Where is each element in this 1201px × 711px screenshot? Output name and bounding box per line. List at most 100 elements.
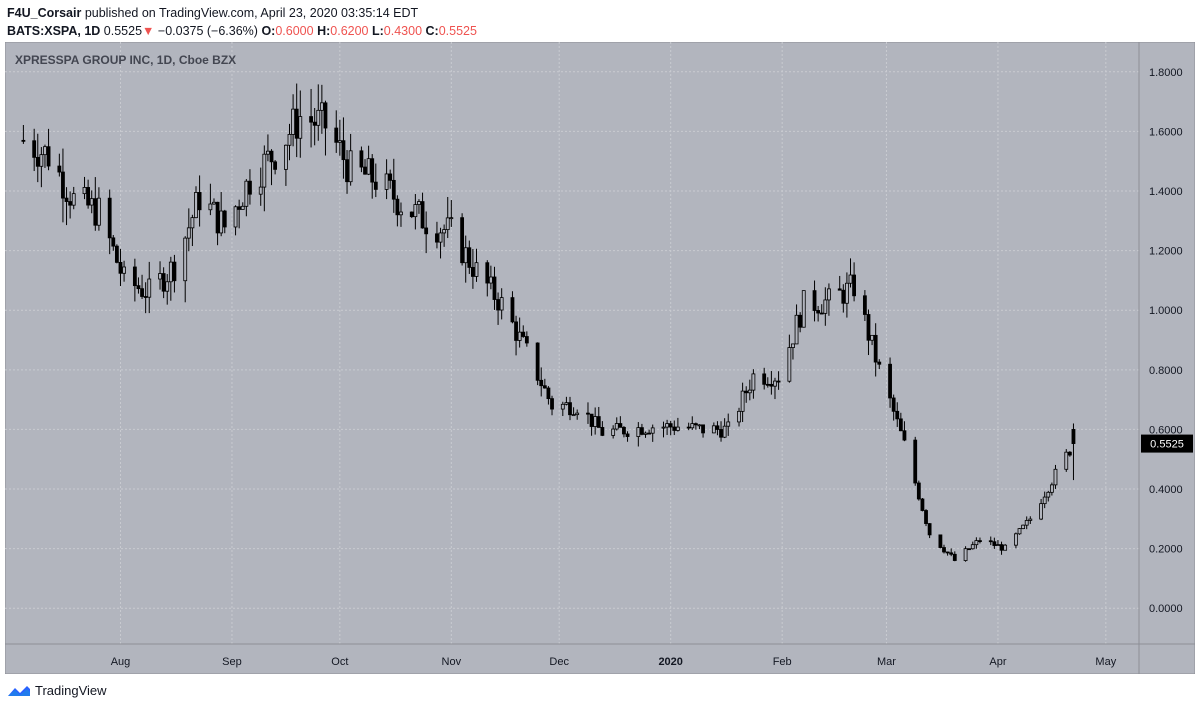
candle [992, 537, 997, 549]
candle [435, 221, 439, 249]
open-value: 0.6000 [275, 24, 314, 38]
candle [697, 424, 702, 430]
time-axis[interactable]: Aug Sep Oct Nov Dec 2020 Feb Mar Apr May [111, 656, 1117, 668]
candle [391, 158, 396, 213]
open-key: O: [261, 24, 276, 38]
candle [194, 186, 198, 219]
candle [514, 315, 518, 356]
high-value: 0.6200 [330, 24, 369, 38]
publish-line: F4U_Corsair published on TradingView.com… [7, 4, 477, 22]
candle [93, 177, 98, 231]
candle [546, 386, 551, 405]
candle [71, 186, 76, 210]
candle [521, 325, 526, 338]
y-tick-label: 1.2000 [1149, 246, 1183, 258]
candle [449, 200, 454, 227]
candle [237, 199, 242, 229]
candle [269, 149, 274, 186]
candle [168, 256, 173, 301]
candle [316, 84, 321, 141]
candle [1014, 532, 1018, 549]
x-tick-label: Feb [773, 656, 792, 668]
candle [891, 394, 896, 421]
author-name[interactable]: F4U_Corsair [7, 6, 82, 20]
candle [132, 258, 137, 302]
candle [571, 407, 576, 417]
price-chart[interactable]: 1.8000 1.6000 1.4000 1.2000 1.0000 0.8000 0.60… [5, 42, 1195, 674]
candle [747, 379, 752, 401]
candle [675, 417, 680, 432]
chart-background [5, 42, 1195, 674]
price-axis[interactable]: 1.8000 1.6000 1.4000 1.2000 1.0000 0.8000 0.60… [1149, 67, 1183, 615]
candle [539, 367, 544, 397]
candle [248, 169, 252, 205]
candle [43, 144, 47, 168]
candle [974, 537, 979, 549]
candle [643, 431, 648, 438]
candle [564, 396, 569, 406]
candle [309, 88, 313, 148]
candle [640, 423, 644, 436]
candle [319, 84, 324, 134]
x-tick-label: May [1095, 656, 1116, 668]
candle [848, 258, 853, 288]
candle [460, 213, 465, 266]
candle [1021, 524, 1026, 530]
y-tick-label: 0.6000 [1149, 424, 1183, 436]
candle [61, 148, 65, 223]
candle [801, 290, 806, 328]
candle [1067, 451, 1072, 457]
candle [611, 425, 616, 439]
candle [773, 377, 777, 400]
published-text: published on TradingView.com, April 23, … [84, 6, 419, 20]
candle [827, 283, 831, 316]
candle [517, 317, 522, 348]
candle [395, 195, 400, 227]
candle [999, 541, 1004, 555]
candle [363, 159, 367, 175]
candle [650, 424, 655, 442]
price-change: −0.0375 (−6.36%) [157, 24, 258, 38]
candle [524, 331, 529, 347]
candle [222, 209, 227, 234]
ohlc-line: BATS:XSPA, 1D 0.5525▼ −0.0375 (−6.36%) O… [7, 22, 477, 40]
candle [711, 422, 716, 434]
tradingview-footer[interactable]: TradingView [7, 683, 107, 698]
y-tick-label: 1.8000 [1149, 67, 1183, 79]
down-arrow-icon: ▼ [142, 24, 155, 38]
candle [1053, 464, 1058, 489]
candle [114, 244, 119, 264]
candle [161, 267, 166, 299]
candle [693, 422, 698, 430]
candle [798, 312, 803, 333]
candle [938, 534, 943, 549]
candle [366, 145, 371, 176]
candle [898, 412, 903, 432]
y-tick-label: 0.2000 [1149, 544, 1183, 556]
candle [57, 153, 62, 177]
candle [424, 211, 429, 254]
candle [952, 551, 957, 562]
candle [690, 416, 695, 430]
candle [967, 548, 972, 551]
candle [866, 309, 871, 356]
candle [542, 378, 547, 389]
candles [21, 83, 1076, 562]
candle [186, 208, 191, 252]
candle [600, 421, 605, 437]
candle [593, 407, 598, 435]
low-value: 0.4300 [383, 24, 423, 38]
candle [219, 192, 224, 237]
candle [942, 544, 946, 554]
candle [420, 192, 425, 229]
candle [776, 371, 781, 390]
candle [819, 304, 824, 315]
candle [852, 262, 856, 302]
candle [298, 90, 303, 158]
candle [924, 509, 928, 527]
candle [647, 429, 652, 435]
candle [823, 287, 828, 326]
candle [920, 498, 925, 512]
candle [467, 240, 472, 274]
candle [64, 187, 69, 226]
